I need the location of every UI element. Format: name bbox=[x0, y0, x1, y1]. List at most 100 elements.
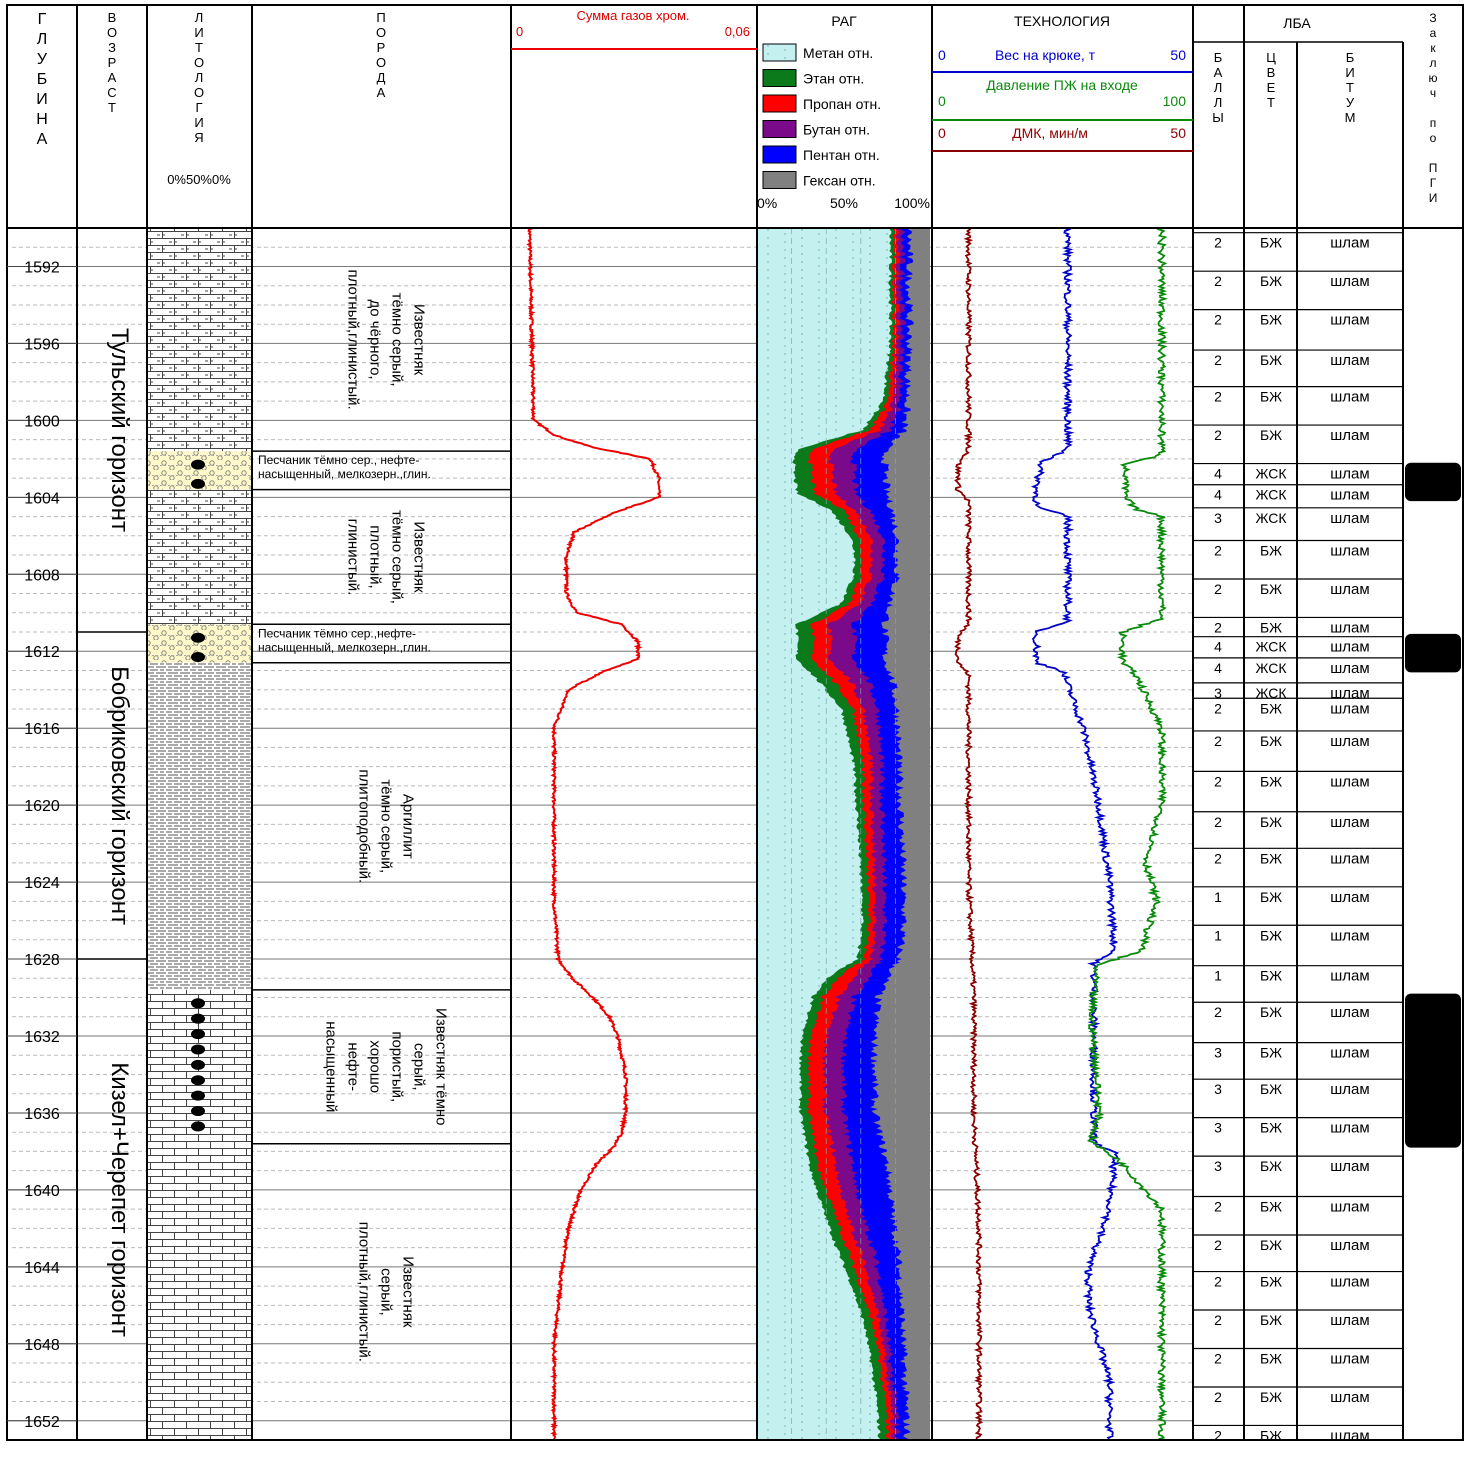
lba-color: БЖ bbox=[1260, 619, 1282, 635]
pressure-max: 100 bbox=[1163, 93, 1187, 109]
hook-weight-curve bbox=[1030, 227, 1120, 1440]
lba-bitum: шлам bbox=[1330, 1199, 1369, 1216]
mud-pressure-curve bbox=[1086, 227, 1169, 1441]
lba-color: БЖ bbox=[1260, 968, 1282, 984]
lba-ball: 3 bbox=[1214, 685, 1222, 701]
rock-text: Аргиллит bbox=[400, 794, 417, 859]
lba-ball: 2 bbox=[1214, 1004, 1222, 1020]
rock-text: Песчаник тёмно сер.,нефте- bbox=[258, 626, 416, 640]
lba-color: БЖ bbox=[1260, 1274, 1282, 1290]
depth-tick-label: 1628 bbox=[24, 952, 60, 969]
lba-bitum: шлам bbox=[1330, 1158, 1369, 1175]
lba-ball: 2 bbox=[1214, 389, 1222, 405]
lba-ball: 2 bbox=[1214, 352, 1222, 368]
lba-bitum: шлам bbox=[1330, 1237, 1369, 1254]
dmk-max: 50 bbox=[1170, 125, 1186, 141]
lba-color: БЖ bbox=[1260, 1389, 1282, 1405]
lba-ball: 2 bbox=[1214, 581, 1222, 597]
depth-tick-label: 1644 bbox=[24, 1260, 60, 1277]
rag-legend-swatch bbox=[762, 171, 797, 189]
pressure-label: Давление ПЖ на входе bbox=[986, 77, 1138, 93]
gas-header: Сумма газов хром. bbox=[576, 8, 689, 23]
rag-legend-swatch bbox=[762, 120, 797, 138]
pgi-interval bbox=[1405, 993, 1461, 1148]
lba-ball: 2 bbox=[1214, 1427, 1222, 1443]
oil-saturation-dot bbox=[191, 652, 205, 663]
lba-color: ЖСК bbox=[1255, 510, 1287, 526]
rag-legend-swatch bbox=[762, 94, 797, 113]
oil-saturation-dot bbox=[191, 1121, 205, 1132]
dmk-curve bbox=[954, 227, 984, 1440]
lba-color: БЖ bbox=[1260, 889, 1282, 905]
oil-saturation-dot bbox=[191, 1090, 205, 1101]
lba-bitum: шлам bbox=[1330, 427, 1369, 444]
lba-ball: 2 bbox=[1214, 700, 1222, 716]
depth-tick-label: 1604 bbox=[24, 490, 60, 507]
lba-ball: 4 bbox=[1214, 487, 1222, 503]
rag-header: РАГ bbox=[831, 13, 857, 29]
rag-legend-swatch bbox=[762, 43, 797, 62]
lba-color: БЖ bbox=[1260, 1081, 1282, 1097]
oil-saturation-dot bbox=[191, 632, 205, 643]
rock-text: насыщенный, мелкозерн.,глин. bbox=[258, 640, 431, 654]
lba-ball: 2 bbox=[1214, 1351, 1222, 1367]
lba-color: БЖ bbox=[1260, 1427, 1282, 1443]
depth-tick-label: 1632 bbox=[24, 1029, 60, 1046]
depth-tick-label: 1636 bbox=[24, 1106, 60, 1123]
lba-bitum: шлам bbox=[1330, 619, 1369, 636]
lba-bitum: шлам bbox=[1330, 1274, 1369, 1291]
litho-interval bbox=[147, 228, 252, 452]
lba-color: БЖ bbox=[1260, 1004, 1282, 1020]
lba-bitum: шлам bbox=[1330, 700, 1369, 717]
lba-bitum: шлам bbox=[1330, 1045, 1369, 1062]
rock-text: плотный,глинистый. bbox=[345, 269, 362, 409]
rag-tick: 50% bbox=[830, 195, 858, 211]
pressure-min: 0 bbox=[938, 93, 946, 109]
lba-ball: 3 bbox=[1214, 1081, 1222, 1097]
lba-ball: 3 bbox=[1214, 1158, 1222, 1174]
rock-description: Песчаник тёмно сер.,нефте-насыщенный, ме… bbox=[258, 626, 431, 654]
lba-color: БЖ bbox=[1260, 1045, 1282, 1061]
depth-tick-label: 1640 bbox=[24, 1183, 60, 1200]
lba-ball: 2 bbox=[1214, 427, 1222, 443]
lba-bitum: шлам bbox=[1330, 1389, 1369, 1406]
rock-text: Известняк bbox=[411, 304, 428, 376]
litho-scale: 0%50%0% bbox=[167, 172, 231, 187]
lba-bitum: шлам bbox=[1330, 389, 1369, 406]
lba-bitum: шлам bbox=[1330, 543, 1369, 560]
rock-text: серый, bbox=[378, 1268, 395, 1316]
oil-saturation-dot bbox=[191, 1013, 205, 1024]
oil-saturation-dot bbox=[191, 998, 205, 1009]
lba-color: БЖ bbox=[1260, 581, 1282, 597]
depth-tick-label: 1612 bbox=[24, 644, 60, 661]
rag-tick: 0% bbox=[757, 195, 777, 211]
depth-tick-label: 1608 bbox=[24, 567, 60, 584]
oil-saturation-dot bbox=[191, 478, 205, 489]
lba-bitum: шлам bbox=[1330, 639, 1369, 656]
lba-bitum: шлам bbox=[1330, 968, 1369, 985]
rock-description: Аргиллит тёмно серый, плитоподобный. bbox=[356, 769, 417, 883]
depth-tick-label: 1652 bbox=[24, 1414, 60, 1431]
lba-bitum: шлам bbox=[1330, 814, 1369, 831]
lba-ball: 4 bbox=[1214, 466, 1222, 482]
rock-text: плотный, bbox=[367, 525, 384, 589]
lba-color: БЖ bbox=[1260, 312, 1282, 328]
lba-bitum: шлам bbox=[1330, 1312, 1369, 1329]
lba-color: ЖСК bbox=[1255, 685, 1287, 701]
lba-color: БЖ bbox=[1260, 389, 1282, 405]
lba-header: ЛБА bbox=[1283, 15, 1311, 31]
lba-ball: 2 bbox=[1214, 773, 1222, 789]
rag-legend-label: Метан отн. bbox=[803, 45, 873, 61]
lba-ball: 3 bbox=[1214, 1045, 1222, 1061]
lba-bitum: шлам bbox=[1330, 660, 1369, 677]
depth-tick-label: 1620 bbox=[24, 798, 60, 815]
lba-ball: 2 bbox=[1214, 235, 1222, 251]
lba-ball: 2 bbox=[1214, 1274, 1222, 1290]
lba-ball: 2 bbox=[1214, 1237, 1222, 1253]
